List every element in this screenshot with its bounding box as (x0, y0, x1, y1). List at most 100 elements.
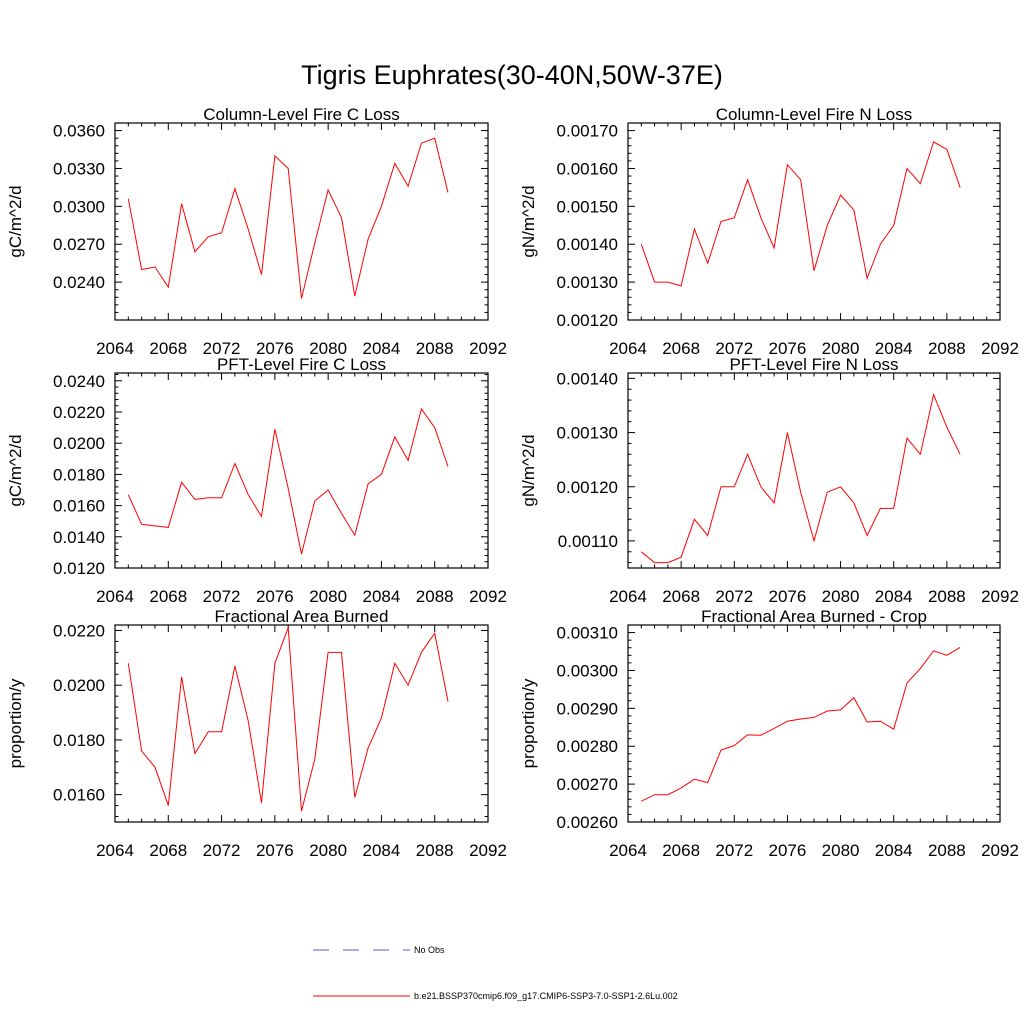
legend-label-no-obs: No Obs (414, 945, 445, 955)
x-tick-label: 2068 (662, 587, 700, 606)
series-line (127, 137, 449, 299)
y-tick-label: 0.00150 (557, 197, 618, 216)
x-tick-label: 2072 (203, 587, 241, 606)
y-tick-label: 0.0240 (53, 273, 105, 292)
x-tick-label: 2064 (96, 339, 134, 358)
y-tick-label: 0.0220 (53, 621, 105, 640)
y-tick-label: 0.0300 (53, 197, 105, 216)
panel-title: PFT-Level Fire C Loss (217, 355, 386, 374)
panel-title: Fractional Area Burned (215, 607, 389, 626)
x-tick-label: 2092 (981, 841, 1019, 860)
y-tick-label: 0.0240 (53, 372, 105, 391)
y-tick-label: 0.00140 (557, 235, 618, 254)
legend: No Obs b.e21.BSSP370cmip6.f09_g17.CMIP6-… (313, 945, 678, 1001)
x-tick-label: 2088 (928, 587, 966, 606)
y-tick-label: 0.0220 (53, 403, 105, 422)
x-tick-label: 2072 (715, 841, 753, 860)
x-tick-label: 2072 (715, 587, 753, 606)
x-tick-label: 2064 (609, 841, 647, 860)
x-tick-label: 2068 (149, 841, 187, 860)
plot-frame (114, 624, 489, 823)
y-axis-label: proportion/y (6, 678, 25, 768)
x-tick-label: 2084 (363, 587, 401, 606)
y-tick-label: 0.00130 (557, 273, 618, 292)
panel-5: Fractional Area Burned proportion/y 2064 20… (6, 607, 507, 860)
plot-frame (114, 122, 489, 321)
x-tick-label: 2064 (609, 339, 647, 358)
panel-title: Column-Level Fire C Loss (203, 105, 400, 124)
x-tick-label: 2088 (416, 841, 454, 860)
x-tick-label: 2080 (309, 841, 347, 860)
plot-frame (627, 122, 1001, 321)
x-tick-label: 2076 (769, 339, 807, 358)
x-tick-label: 2088 (928, 339, 966, 358)
series-line (641, 646, 961, 802)
panel-title: Column-Level Fire N Loss (716, 105, 913, 124)
y-tick-label: 0.0140 (53, 528, 105, 547)
x-tick-label: 2076 (256, 841, 294, 860)
panel-title: PFT-Level Fire N Loss (729, 355, 898, 374)
x-tick-label: 2084 (875, 587, 913, 606)
y-tick-label: 0.0180 (53, 731, 105, 750)
y-tick-label: 0.0330 (53, 159, 105, 178)
x-tick-label: 2068 (149, 339, 187, 358)
x-tick-label: 2080 (822, 339, 860, 358)
x-tick-label: 2092 (469, 841, 507, 860)
x-tick-label: 2072 (203, 841, 241, 860)
x-tick-label: 2068 (149, 587, 187, 606)
panel-2: Column-Level Fire N Loss gN/m^2/d 2064 2068… (519, 105, 1019, 358)
x-tick-label: 2088 (416, 587, 454, 606)
y-tick-label: 0.00130 (557, 424, 618, 443)
series-line (640, 393, 961, 564)
x-tick-label: 2072 (715, 339, 753, 358)
plot-frame (114, 372, 489, 569)
y-tick-label: 0.00140 (557, 369, 618, 388)
y-axis-label: gC/m^2/d (6, 185, 25, 257)
x-tick-label: 2084 (363, 339, 401, 358)
x-tick-label: 2092 (469, 339, 507, 358)
y-tick-label: 0.0160 (53, 497, 105, 516)
panel-title: Fractional Area Burned - Crop (701, 607, 927, 626)
y-tick-label: 0.00270 (557, 775, 618, 794)
series-line (127, 407, 449, 555)
y-tick-label: 0.0200 (53, 434, 105, 453)
x-tick-label: 2084 (875, 339, 913, 358)
x-tick-label: 2080 (822, 841, 860, 860)
panel-4: PFT-Level Fire N Loss gN/m^2/d 2064 2068 207… (519, 355, 1019, 606)
x-tick-label: 2088 (416, 339, 454, 358)
x-tick-label: 2084 (363, 841, 401, 860)
y-tick-label: 0.00160 (557, 159, 618, 178)
legend-label-run: b.e21.BSSP370cmip6.f09_g17.CMIP6-SSP3-7.… (414, 991, 678, 1001)
figure-title: Tigris Euphrates(30-40N,50W-37E) (301, 60, 723, 90)
x-tick-label: 2080 (309, 587, 347, 606)
y-tick-label: 0.00290 (557, 699, 618, 718)
y-tick-label: 0.0200 (53, 676, 105, 695)
x-tick-label: 2092 (981, 339, 1019, 358)
y-tick-label: 0.0270 (53, 235, 105, 254)
y-axis-label: proportion/y (519, 678, 538, 768)
y-tick-label: 0.00120 (557, 311, 618, 330)
panel-1: Column-Level Fire C Loss gC/m^2/d 2064 2068… (6, 105, 507, 358)
y-tick-label: 0.00170 (557, 122, 618, 141)
y-tick-label: 0.0180 (53, 465, 105, 484)
x-tick-label: 2080 (309, 339, 347, 358)
y-axis-label: gN/m^2/d (519, 185, 538, 257)
series-line (127, 627, 449, 812)
x-tick-label: 2068 (662, 339, 700, 358)
x-tick-label: 2076 (256, 587, 294, 606)
x-tick-label: 2076 (769, 841, 807, 860)
x-tick-label: 2080 (822, 587, 860, 606)
x-tick-label: 2076 (256, 339, 294, 358)
x-tick-label: 2064 (96, 587, 134, 606)
y-tick-label: 0.00280 (557, 737, 618, 756)
x-tick-label: 2068 (662, 841, 700, 860)
panels: Column-Level Fire C Loss gC/m^2/d 2064 2068… (6, 105, 1019, 860)
y-tick-label: 0.00260 (557, 813, 618, 832)
x-tick-label: 2064 (609, 587, 647, 606)
x-tick-label: 2092 (469, 587, 507, 606)
y-tick-label: 0.00310 (557, 624, 618, 643)
x-tick-label: 2064 (96, 841, 134, 860)
y-tick-label: 0.0360 (53, 122, 105, 141)
y-axis-label: gN/m^2/d (519, 434, 538, 506)
